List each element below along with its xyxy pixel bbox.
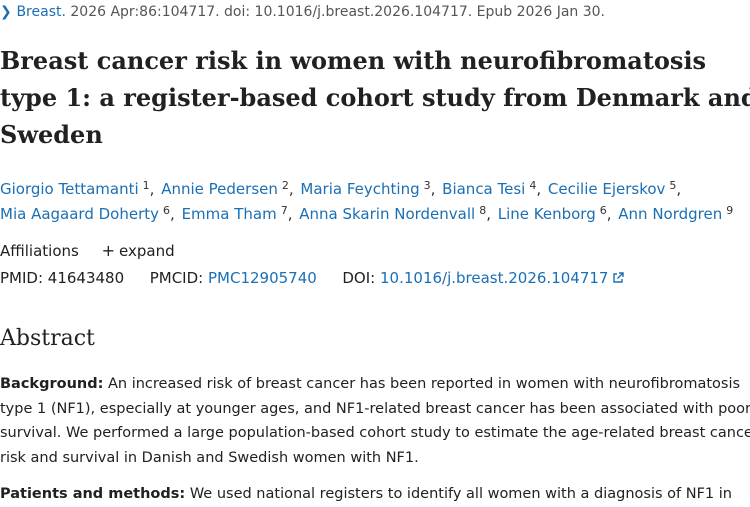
citation-details: 2026 Apr:86:104717. doi: 10.1016/j.breas… <box>70 4 605 20</box>
expand-affiliations-button[interactable]: + expand <box>101 241 175 260</box>
chevron-right-icon[interactable]: ❯ <box>0 4 12 20</box>
methods-label: Patients and methods: <box>0 486 186 502</box>
expand-label: expand <box>119 242 175 260</box>
author-affiliation-number[interactable]: 5 <box>669 179 677 192</box>
author-affiliation-number[interactable]: 7 <box>280 204 288 217</box>
author-item: Anna Skarin Nordenvall 8 <box>299 205 486 223</box>
author-list: Giorgio Tettamanti 1, Annie Pedersen 2, Ma… <box>0 179 734 223</box>
author-link[interactable]: Mia Aagaard Doherty <box>0 205 160 223</box>
author-link[interactable]: Annie Pedersen <box>161 180 278 198</box>
journal-link[interactable]: Breast. <box>16 4 66 20</box>
author-item: Maria Feychting 3 <box>300 180 430 198</box>
doi-label: DOI: <box>342 269 376 287</box>
background-label: Background: <box>0 376 104 392</box>
citation-line: ❯ Breast. 2026 Apr:86:104717. doi: 10.10… <box>0 4 605 20</box>
author-link[interactable]: Cecilie Ejerskov <box>547 180 666 198</box>
plus-icon: + <box>101 241 116 260</box>
author-affiliation-number[interactable]: 1 <box>142 179 150 192</box>
author-link[interactable]: Anna Skarin Nordenvall <box>299 205 476 223</box>
author-item: Ann Nordgren 9 <box>618 205 733 223</box>
methods-text: We used national registers to identify a… <box>189 486 732 502</box>
author-item: Mia Aagaard Doherty 6 <box>0 205 170 223</box>
author-link[interactable]: Emma Tham <box>181 205 277 223</box>
doi-link[interactable]: 10.1016/j.breast.2026.104717 <box>380 269 625 288</box>
author-item: Cecilie Ejerskov 5 <box>548 180 677 198</box>
external-link-icon <box>612 270 625 288</box>
author-affiliation-number[interactable]: 6 <box>599 204 607 217</box>
article-title: Breast cancer risk in women with neurofi… <box>0 46 750 149</box>
author-item: Emma Tham 7 <box>182 205 288 223</box>
author-affiliation-number[interactable]: 8 <box>479 204 487 217</box>
pmcid-label: PMCID: <box>149 269 204 287</box>
affiliations-row: Affiliations + expand <box>0 241 175 260</box>
author-affiliation-number[interactable]: 2 <box>281 179 289 192</box>
author-link[interactable]: Maria Feychting <box>300 180 420 198</box>
author-affiliation-number[interactable]: 3 <box>423 179 431 192</box>
pmid-label: PMID: <box>0 269 44 287</box>
pmid-value: 41643480 <box>47 269 125 287</box>
affiliations-label: Affiliations <box>0 242 79 260</box>
author-link[interactable]: Ann Nordgren <box>618 205 723 223</box>
author-item: Line Kenborg 6 <box>498 205 607 223</box>
identifiers-row: PMID: 41643480 PMCID: PMC12905740 DOI: 1… <box>0 269 625 288</box>
author-item: Giorgio Tettamanti 1 <box>0 180 150 198</box>
author-affiliation-number[interactable]: 9 <box>726 204 734 217</box>
author-item: Annie Pedersen 2 <box>161 180 289 198</box>
author-link[interactable]: Giorgio Tettamanti <box>0 180 139 198</box>
abstract-methods: Patients and methods: We used national r… <box>0 482 750 507</box>
author-affiliation-number[interactable]: 6 <box>163 204 171 217</box>
abstract-background: Background: An increased risk of breast … <box>0 372 750 470</box>
author-link[interactable]: Bianca Tesi <box>442 180 526 198</box>
abstract-heading: Abstract <box>0 326 95 351</box>
pmcid-link[interactable]: PMC12905740 <box>208 269 317 287</box>
author-affiliation-number[interactable]: 4 <box>529 179 537 192</box>
doi-value: 10.1016/j.breast.2026.104717 <box>380 269 609 287</box>
background-text: An increased risk of breast cancer has b… <box>0 376 750 466</box>
author-item: Bianca Tesi 4 <box>442 180 536 198</box>
author-link[interactable]: Line Kenborg <box>497 205 596 223</box>
